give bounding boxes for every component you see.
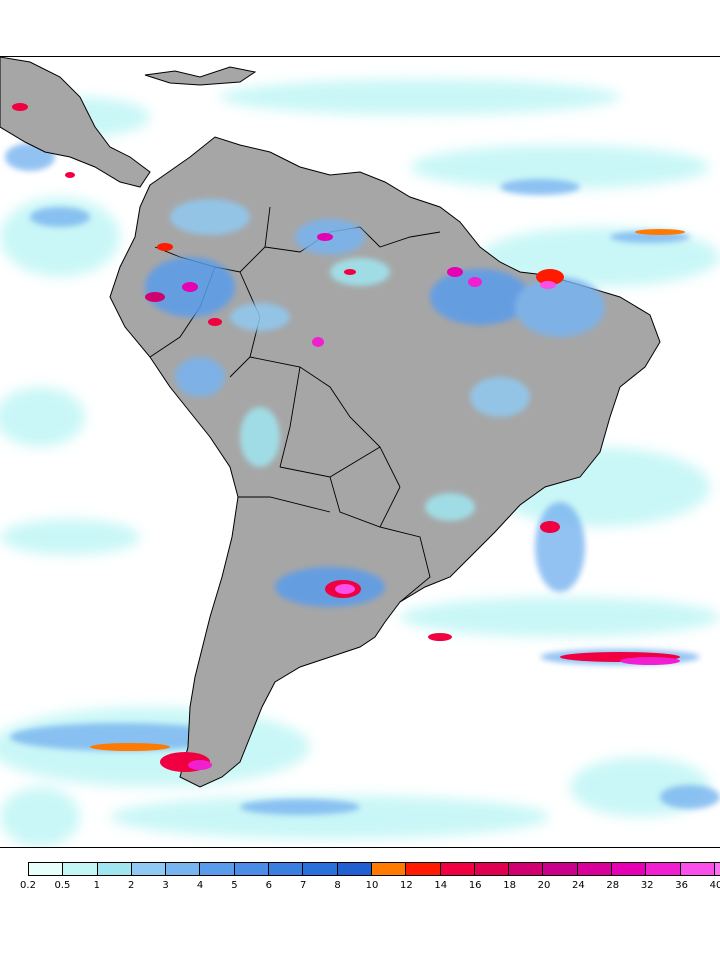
- legend-tick-label: 8: [334, 880, 341, 891]
- legend-tick-label: 2: [128, 880, 135, 891]
- ocean-precip-medium: [5, 143, 720, 815]
- legend-swatch: [371, 863, 407, 875]
- legend-swatch: [234, 863, 270, 875]
- legend-tick-label: 28: [606, 880, 620, 891]
- legend-tick-label: 24: [572, 880, 585, 891]
- landmass-caribbean-islands: [144, 66, 257, 86]
- legend-swatch: [337, 863, 372, 875]
- legend-swatch: [303, 863, 338, 875]
- legend-swatch: [509, 863, 544, 875]
- legend-tick-label: 18: [503, 880, 516, 891]
- legend-tick-label: 7: [300, 880, 307, 891]
- legend-swatch: [29, 863, 64, 875]
- legend-swatch: [131, 863, 167, 875]
- legend-tick-label: 10: [365, 880, 379, 891]
- legend-tick-label: 1: [93, 880, 100, 891]
- legend-swatch: [714, 863, 720, 875]
- legend-swatch: [680, 863, 715, 875]
- legend-tick-label: 5: [231, 880, 238, 891]
- legend-tick-label: 6: [265, 880, 272, 891]
- precip-legend: 0.2 0.5 1 2 3 4 5 6 7 8 10 12 14 16 18 20 24 28 32 36 40: [20, 862, 720, 902]
- legend-tick-label: 3: [162, 880, 169, 891]
- heavy-precip-cells: [12, 103, 685, 772]
- precipitation-map: [0, 56, 720, 848]
- legend-tick-label: 20: [537, 880, 551, 891]
- legend-tick-label: 16: [468, 880, 482, 891]
- legend-swatch: [543, 863, 578, 875]
- legend-tick-label: 0.5: [54, 880, 71, 891]
- legend-tick-label: 36: [675, 880, 688, 891]
- legend-tick-label: 32: [640, 880, 654, 891]
- legend-swatch: [97, 863, 132, 875]
- legend-swatch: [269, 863, 304, 875]
- legend-swatch: [612, 863, 647, 875]
- map-canvas: [0, 57, 720, 847]
- landmass-central-america: [0, 57, 151, 188]
- legend-swatch: [406, 863, 441, 875]
- legend-swatch: [63, 863, 98, 875]
- legend-tick-label: 12: [400, 880, 413, 891]
- legend-tick-label: 14: [434, 880, 448, 891]
- legend-swatch: [166, 863, 201, 875]
- legend-swatch: [646, 863, 681, 875]
- legend-color-bar: [28, 862, 720, 876]
- legend-swatch: [200, 863, 235, 875]
- legend-swatch: [577, 863, 613, 875]
- legend-swatch: [440, 863, 475, 875]
- legend-tick-label: 0.2: [20, 880, 36, 891]
- legend-swatch: [474, 863, 510, 875]
- legend-tick-label: 40: [709, 880, 720, 891]
- legend-tick-label: 4: [196, 880, 204, 891]
